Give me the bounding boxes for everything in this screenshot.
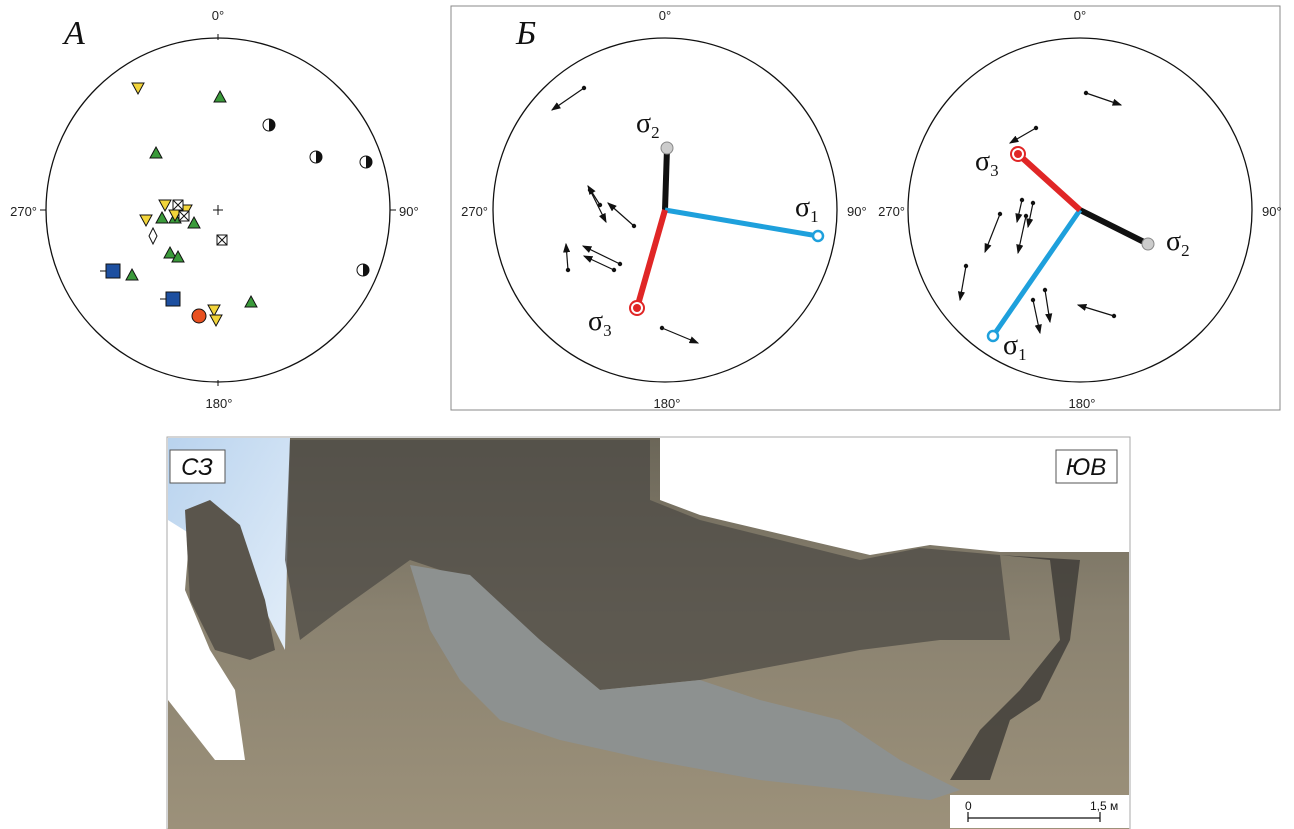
half-fill [366,156,372,168]
square [166,292,180,306]
sigma3-axis [1018,154,1080,210]
south-label: 180° [654,396,681,411]
vector [1033,300,1040,333]
symbols [100,83,372,326]
vector [1028,203,1033,227]
inverted-triangle [140,215,152,226]
panel-a: А 0° 90° 180° 270° [10,8,419,411]
vector [960,266,966,300]
circle [192,309,206,323]
sigma2-axis [665,148,667,210]
square [106,264,120,278]
triangle [156,212,168,223]
inverted-triangle [159,200,171,211]
vector [1018,216,1026,253]
vector [1010,128,1036,143]
inverted-triangle [210,315,222,326]
panel-label: А [62,15,85,52]
panel-label: Б [515,15,536,52]
scale-end: 1,5 м [1090,799,1118,813]
sigma3-axis [637,210,665,308]
nw-label: СЗ [181,454,213,481]
figure: А 0° 90° 180° 270° Б 0° 90° 180° 270° σ2… [0,0,1294,829]
triangle [164,247,176,258]
vector [1078,305,1114,316]
triangle [150,147,162,158]
half-fill [363,264,369,276]
east-label: 90° [847,204,867,219]
vector [583,246,620,264]
north-label: 0° [659,8,671,23]
sigma3-label: σ3 [588,306,612,340]
sigma1-label: σ1 [795,192,819,226]
west-label: 270° [461,204,488,219]
north-label: 0° [1074,8,1086,23]
triangle [214,91,226,102]
vector [985,214,1000,252]
vector [552,88,584,110]
vector [1086,93,1121,105]
scale-start: 0 [965,799,972,813]
sigma2-point [1142,238,1154,250]
east-label: 90° [1262,204,1282,219]
vector [566,244,568,270]
west-label: 270° [10,204,37,219]
inverted-triangle [208,305,220,316]
sigma2-label: σ2 [636,108,660,142]
south-label: 180° [206,396,233,411]
west-label: 270° [878,204,905,219]
sigma1-label: σ1 [1003,330,1027,364]
vector [1045,290,1050,322]
half-fill [316,151,322,163]
inverted-triangle [132,83,144,94]
vector [588,186,600,205]
half-fill [269,119,275,131]
sigma2-label: σ2 [1166,226,1190,260]
sigma3-point [1014,150,1022,158]
north-label: 0° [212,8,224,23]
vector [584,256,614,270]
triangle [188,217,200,228]
east-label: 90° [399,204,419,219]
right-net: 0° 90° 180° 270° σ3 σ2 σ1 [878,8,1282,411]
panel-b: Б 0° 90° 180° 270° σ2 σ1 σ3 0° 90° 180° … [451,6,1282,411]
triangle [126,269,138,280]
south-label: 180° [1069,396,1096,411]
diamond [149,228,157,244]
sigma1-point [988,331,998,341]
sigma2-point [661,142,673,154]
left-net: 0° 90° 180° 270° σ2 σ1 σ3 [461,8,867,411]
sigma2-axis [1080,210,1148,244]
sigma3-label: σ3 [975,146,999,180]
vector [590,190,606,222]
se-label: ЮВ [1066,454,1107,481]
sigma3-point [633,304,641,312]
sigma1-point [813,231,823,241]
vector [608,203,634,226]
center-cross [213,205,223,215]
photo: СЗ ЮВ 0 1,5 м [167,437,1130,829]
vector [1017,200,1022,222]
vector [662,328,698,343]
triangle [245,296,257,307]
